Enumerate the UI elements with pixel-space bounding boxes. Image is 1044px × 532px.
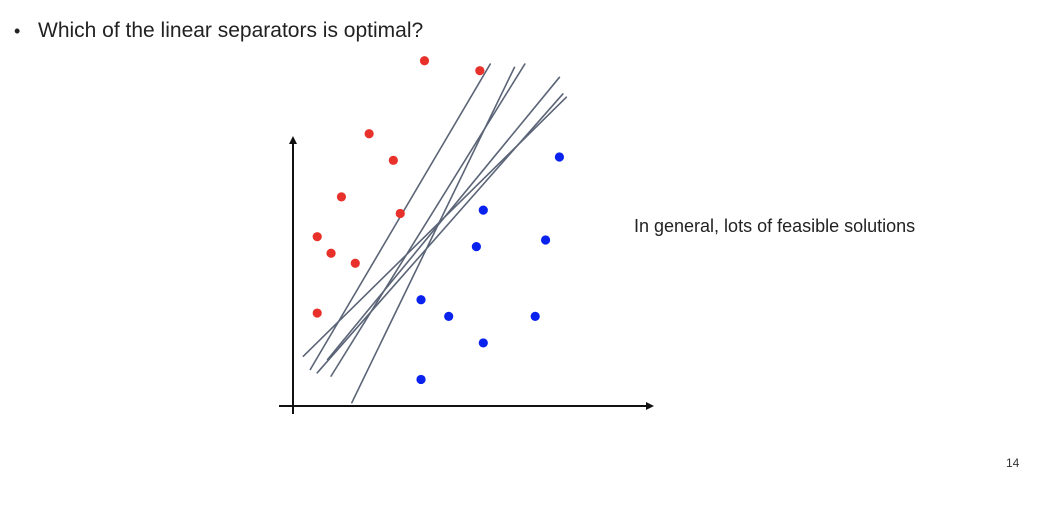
blue-point-3 <box>471 242 481 252</box>
side-note: In general, lots of feasible solutions <box>634 216 916 236</box>
red-point-9 <box>350 258 360 268</box>
bullet-point-icon: • <box>14 21 21 41</box>
blue-point-8 <box>478 338 488 348</box>
blue-point-9 <box>416 374 426 385</box>
blue-point-5 <box>416 295 426 305</box>
separator-line-5 <box>316 93 564 374</box>
separator-line-2 <box>330 63 526 377</box>
separator-line-6 <box>351 66 516 404</box>
red-point-7 <box>312 232 322 242</box>
red-point-8 <box>326 248 336 258</box>
red-point-4 <box>388 155 398 165</box>
red-point-6 <box>395 208 405 219</box>
page-number: 14 <box>1006 456 1020 470</box>
blue-point-4 <box>540 235 551 245</box>
question-bullet: • Which of the linear separators is optim… <box>14 16 423 46</box>
red-point-10 <box>312 308 322 318</box>
blue-point-2 <box>478 205 488 215</box>
blue-point-6 <box>444 311 454 321</box>
blue-point-7 <box>530 311 540 321</box>
red-point-1 <box>419 56 430 66</box>
red-point-5 <box>336 192 347 202</box>
separator-line-4 <box>302 96 568 358</box>
question-text: Which of the linear separators is optima… <box>38 19 424 42</box>
red-point-2 <box>475 66 485 76</box>
red-point-3 <box>364 129 374 139</box>
blue-point-1 <box>554 152 565 162</box>
